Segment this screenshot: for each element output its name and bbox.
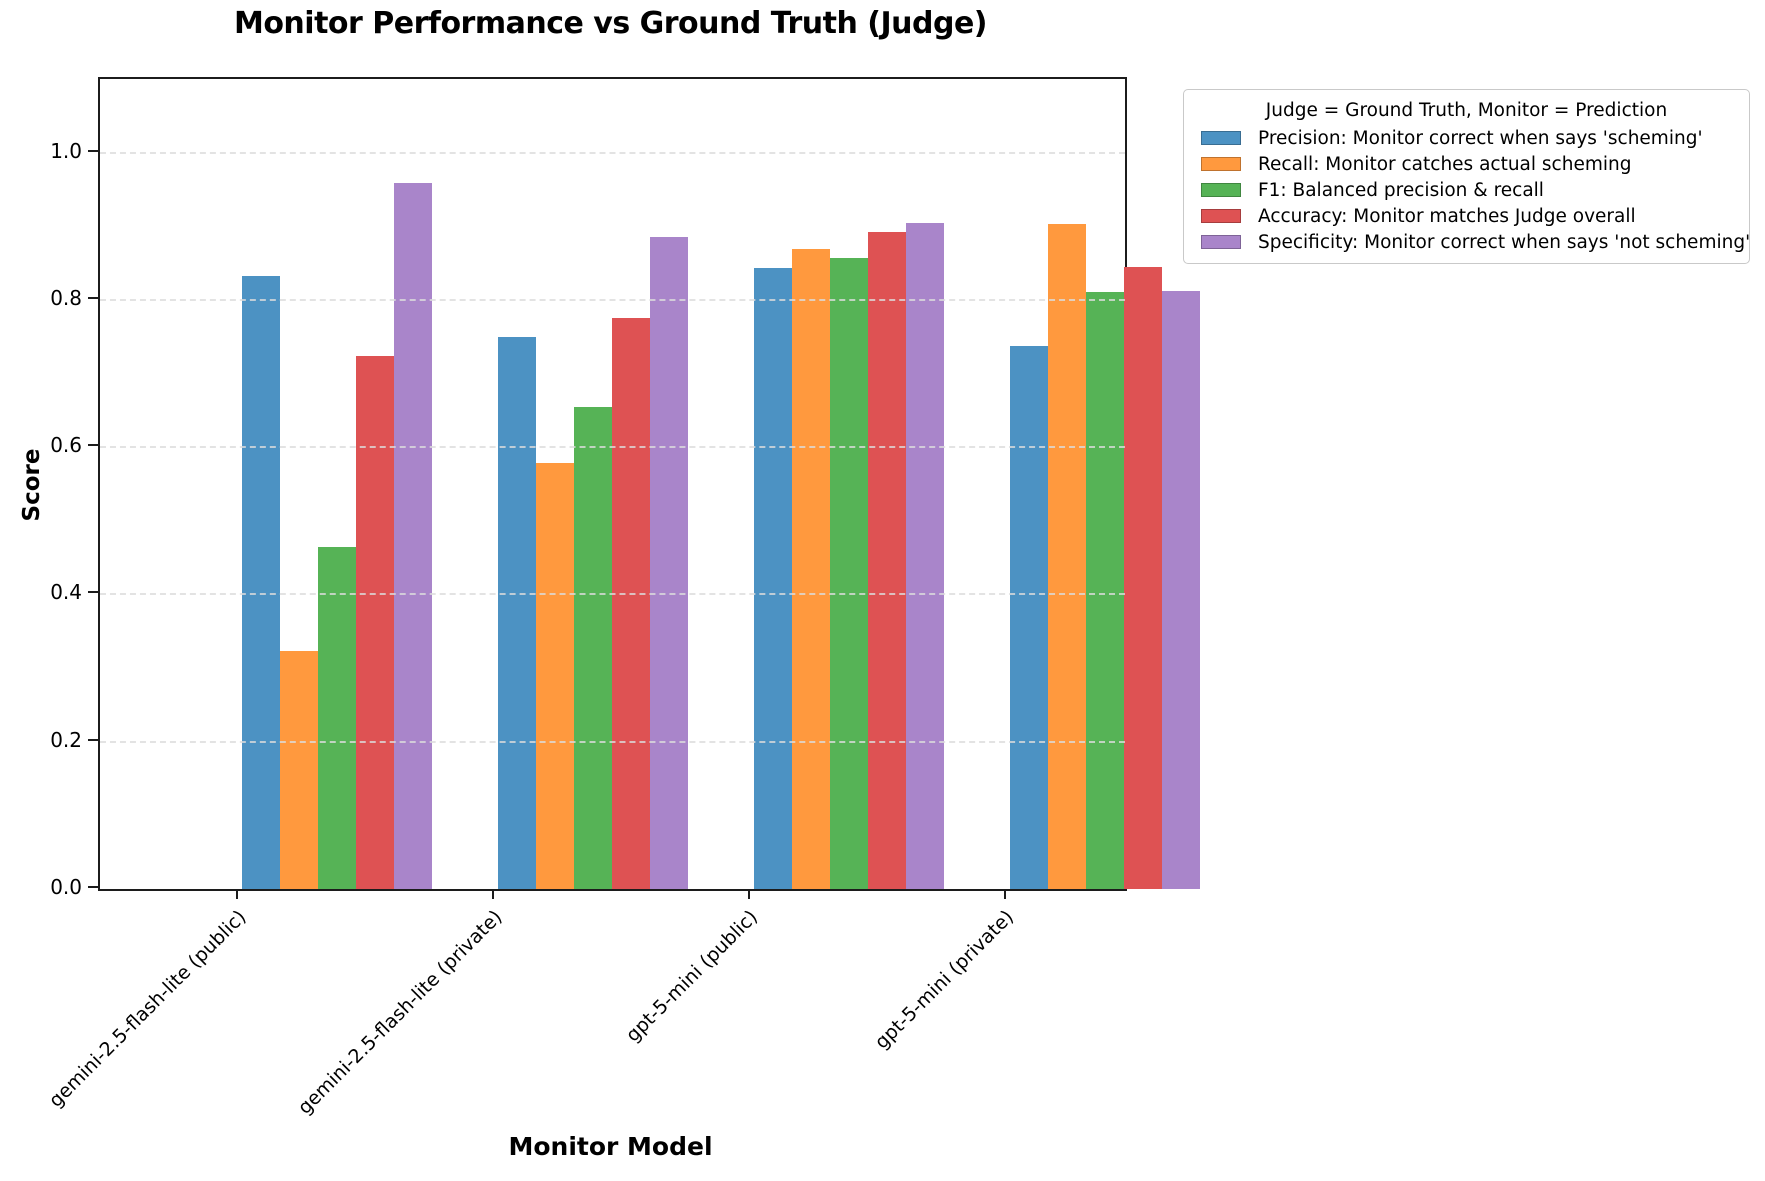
recall-swatch: [1201, 157, 1241, 171]
bar-precision: [1010, 346, 1048, 889]
bar-precision: [754, 268, 792, 889]
x-tick-label-4: gpt-5-mini (private): [871, 906, 1019, 1054]
bar-f1: [830, 258, 868, 889]
legend-label-f1: F1: Balanced precision & recall: [1258, 179, 1544, 201]
x-tick-mark: [492, 889, 494, 899]
y-tick-label: 0.6: [50, 433, 82, 458]
x-tick-label-2: gemini-2.5-flash-lite (private): [293, 906, 507, 1119]
legend-item-specificity: Specificity: Monitor correct when says '…: [1194, 229, 1750, 255]
bar-f1: [1086, 292, 1124, 889]
bar-precision: [242, 276, 280, 889]
x-tick-mark: [1004, 889, 1006, 899]
y-tick-label: 1.0: [50, 138, 82, 163]
bar-recall: [280, 651, 318, 889]
grid-line: [100, 151, 1125, 154]
legend-label-specificity: Specificity: Monitor correct when says '…: [1258, 231, 1751, 253]
legend-title: Judge = Ground Truth, Monitor = Predicti…: [1265, 100, 1668, 121]
legend-items: Precision: Monitor correct when says 'sc…: [1194, 125, 1750, 255]
legend-item-f1: F1: Balanced precision & recall: [1194, 177, 1739, 203]
x-axis-label: Monitor Model: [508, 1132, 713, 1161]
bar-recall: [1048, 224, 1086, 889]
legend-item-recall: Recall: Monitor catches actual scheming: [1194, 151, 1739, 177]
chart-title: Monitor Performance vs Ground Truth (Jud…: [233, 6, 988, 41]
f1-swatch: [1201, 183, 1241, 197]
y-tick-mark: [88, 591, 98, 594]
bar-accuracy: [356, 356, 394, 889]
y-tick-label: 0.8: [50, 285, 82, 310]
x-tick-label-3: gpt-5-mini (public): [622, 906, 763, 1047]
x-tick-mark: [748, 889, 750, 899]
bar-specificity: [394, 183, 432, 889]
bar-specificity: [650, 237, 688, 889]
bar-accuracy: [612, 318, 650, 889]
legend-item-precision: Precision: Monitor correct when says 'sc…: [1194, 125, 1739, 151]
legend-label-recall: Recall: Monitor catches actual scheming: [1258, 153, 1632, 175]
y-tick-label: 0.2: [50, 727, 82, 752]
legend: Judge = Ground Truth, Monitor = Predicti…: [1183, 89, 1750, 264]
bar-specificity: [1162, 291, 1200, 889]
x-tick-label-1: gemini-2.5-flash-lite (public): [44, 906, 251, 1112]
bar-specificity: [906, 223, 944, 889]
legend-label-precision: Precision: Monitor correct when says 'sc…: [1258, 127, 1703, 149]
bar-recall: [792, 249, 830, 889]
y-tick-label: 0.0: [50, 875, 82, 899]
y-tick-mark: [88, 444, 98, 447]
accuracy-swatch: [1201, 209, 1241, 223]
bar-f1: [318, 547, 356, 889]
y-tick-mark: [88, 886, 98, 888]
bar-accuracy: [868, 232, 906, 889]
plot-area: [98, 77, 1200, 891]
specificity-swatch: [1201, 235, 1241, 249]
x-tick-mark: [236, 889, 238, 899]
legend-item-accuracy: Accuracy: Monitor matches Judge overall: [1194, 203, 1739, 229]
bar-recall: [536, 463, 574, 889]
bar-precision: [498, 337, 536, 889]
precision-swatch: [1201, 131, 1241, 145]
y-tick-mark: [88, 738, 98, 741]
y-tick-label: 0.4: [50, 580, 82, 605]
bar-accuracy: [1124, 267, 1162, 889]
y-tick-mark: [88, 296, 98, 299]
y-tick-mark: [88, 149, 98, 152]
bar-f1: [574, 407, 612, 889]
legend-label-accuracy: Accuracy: Monitor matches Judge overall: [1258, 205, 1636, 227]
